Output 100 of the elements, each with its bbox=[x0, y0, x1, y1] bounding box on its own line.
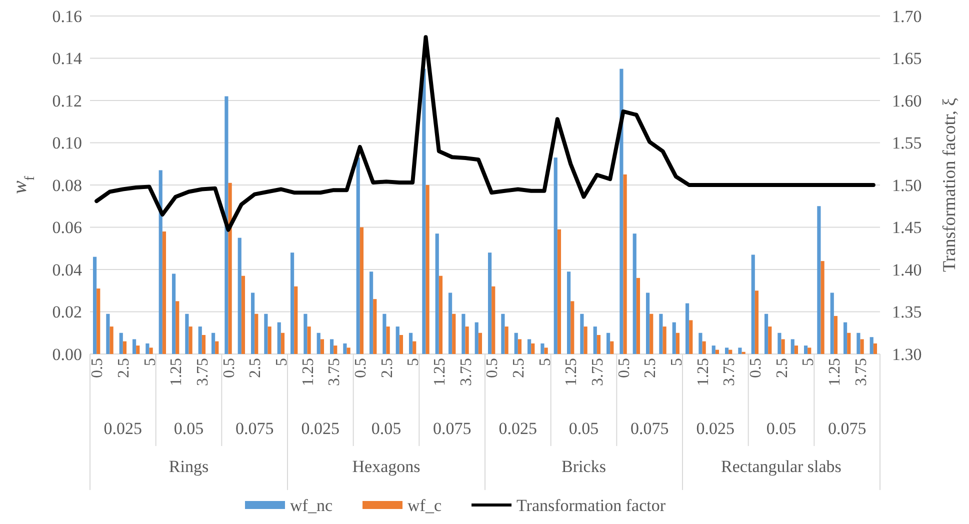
x-tick-label: 2.5 bbox=[378, 358, 396, 378]
x-tick-label: 3.75 bbox=[194, 358, 212, 386]
bar bbox=[290, 252, 294, 354]
bar bbox=[238, 238, 242, 354]
bar bbox=[610, 341, 614, 354]
x-tick-label: 1.25 bbox=[432, 358, 449, 386]
bar bbox=[304, 314, 308, 354]
bar bbox=[422, 68, 426, 354]
y2-tick-label: 1.40 bbox=[892, 260, 922, 280]
bar bbox=[659, 314, 663, 354]
x-tick-label: 2.5 bbox=[510, 358, 528, 378]
bar bbox=[280, 332, 285, 354]
bar bbox=[646, 292, 650, 354]
bar bbox=[386, 326, 390, 354]
bar bbox=[396, 326, 400, 354]
bar bbox=[662, 326, 666, 354]
bar bbox=[382, 314, 386, 354]
legend-label: wf_c bbox=[408, 496, 442, 515]
x-tick-label: 1.25 bbox=[168, 358, 186, 386]
x-tick-label: 1.25 bbox=[826, 358, 844, 386]
y-tick-label: 0.00 bbox=[52, 344, 82, 364]
bar bbox=[636, 278, 640, 354]
bar bbox=[531, 343, 535, 354]
bar bbox=[527, 339, 532, 354]
bar bbox=[492, 286, 496, 354]
bar bbox=[356, 158, 360, 354]
bar bbox=[724, 348, 729, 354]
bar bbox=[106, 314, 110, 354]
bar bbox=[122, 341, 127, 354]
bar bbox=[764, 314, 768, 354]
bar bbox=[566, 272, 571, 354]
x-tick-label: 0.5 bbox=[748, 358, 765, 378]
y-tick-label: 0.14 bbox=[52, 49, 82, 68]
y2-tick-label: 1.70 bbox=[892, 6, 922, 26]
bar bbox=[132, 339, 136, 354]
bar bbox=[856, 332, 860, 354]
bar bbox=[557, 229, 562, 354]
y-tick-label: 0.04 bbox=[52, 260, 82, 280]
text: 0.05 bbox=[174, 419, 204, 438]
bar bbox=[408, 332, 413, 354]
bar bbox=[185, 314, 189, 354]
bar bbox=[728, 350, 732, 354]
x-tick-label: 5 bbox=[405, 358, 422, 366]
bar bbox=[162, 231, 166, 354]
bar bbox=[254, 314, 258, 354]
y2-tick-label: 1.60 bbox=[892, 91, 922, 110]
bar bbox=[373, 299, 377, 354]
text: 0.025 bbox=[498, 419, 538, 438]
bar bbox=[119, 332, 123, 354]
text: 0.025 bbox=[301, 419, 340, 438]
bar bbox=[781, 339, 785, 354]
y-tick-label: 0.12 bbox=[52, 91, 82, 110]
y-tick-label: 0.08 bbox=[52, 176, 82, 195]
bar bbox=[593, 326, 597, 354]
bar bbox=[488, 252, 492, 354]
bar bbox=[544, 348, 548, 354]
bar bbox=[448, 292, 452, 354]
text: 0.075 bbox=[235, 419, 274, 438]
bar bbox=[501, 314, 505, 354]
bar bbox=[870, 337, 874, 354]
bar bbox=[738, 348, 742, 354]
bar bbox=[241, 276, 246, 354]
bar bbox=[606, 332, 610, 354]
x-tick-label: 0.5 bbox=[352, 358, 370, 378]
bar bbox=[176, 301, 180, 354]
bar bbox=[369, 272, 374, 354]
x-tick-label: 3.75 bbox=[326, 358, 344, 386]
x-tick-label: 0.5 bbox=[484, 358, 502, 378]
bar bbox=[702, 341, 706, 354]
y-tick-label: 0.16 bbox=[52, 6, 82, 26]
bar bbox=[843, 322, 848, 354]
bar bbox=[715, 350, 720, 354]
bar bbox=[584, 326, 588, 354]
bar bbox=[554, 158, 558, 354]
legend-label: wf_nc bbox=[290, 496, 333, 515]
bar bbox=[146, 343, 150, 354]
bar bbox=[399, 334, 404, 354]
bar bbox=[215, 341, 219, 354]
bar bbox=[96, 288, 100, 354]
bar bbox=[316, 332, 320, 354]
x-tick-label: 5 bbox=[536, 358, 554, 366]
text: 0.05 bbox=[568, 419, 599, 438]
bar bbox=[768, 326, 772, 354]
bar bbox=[294, 286, 298, 354]
y2-tick-label: 1.65 bbox=[892, 49, 922, 68]
bar bbox=[650, 314, 654, 354]
text: Rings bbox=[168, 457, 209, 476]
bar bbox=[334, 346, 338, 354]
bar bbox=[620, 68, 624, 354]
bar bbox=[346, 348, 350, 354]
bar bbox=[110, 326, 114, 354]
bar bbox=[847, 332, 851, 354]
x-tick-label: 5 bbox=[142, 358, 159, 366]
text: 0.025 bbox=[696, 419, 735, 438]
bar bbox=[689, 320, 693, 354]
x-tick-label: 3.75 bbox=[852, 358, 870, 386]
x-tick-label: 0.5 bbox=[89, 358, 106, 378]
bar bbox=[672, 322, 676, 354]
bar bbox=[514, 332, 518, 354]
x-tick-label: 0.5 bbox=[616, 358, 633, 378]
